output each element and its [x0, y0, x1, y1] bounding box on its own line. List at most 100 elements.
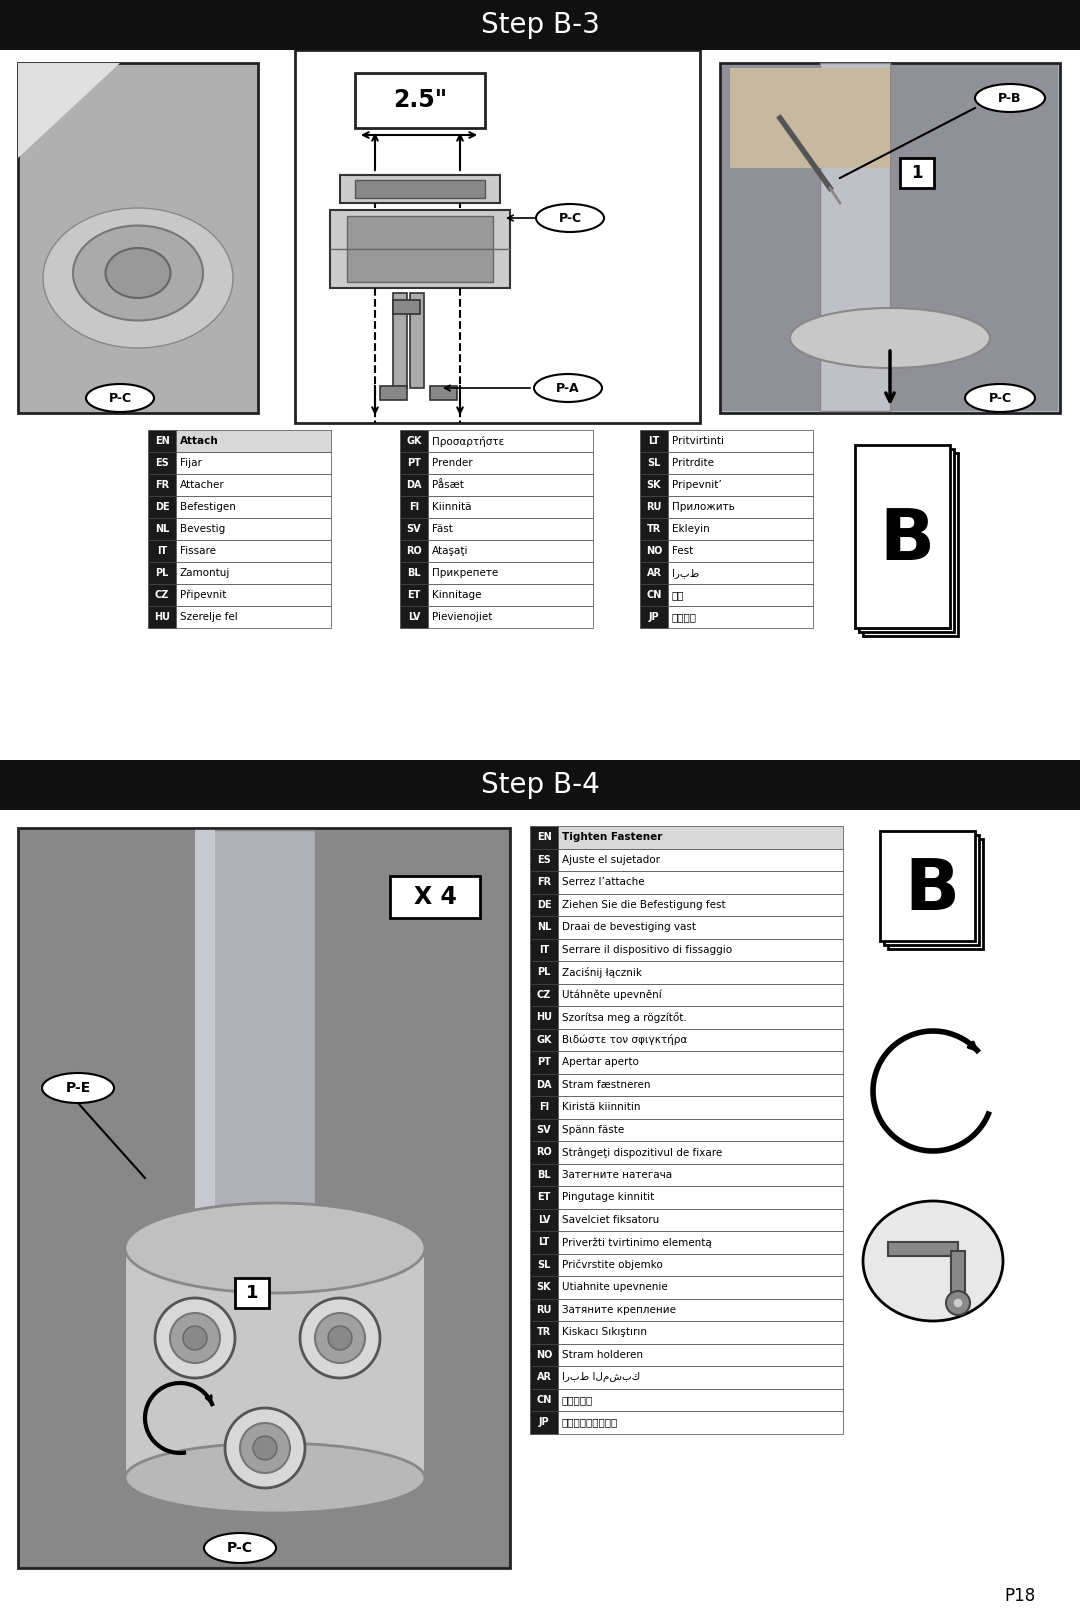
Bar: [530, 984, 558, 1006]
Bar: [400, 474, 428, 497]
Text: 取り付け: 取り付け: [672, 612, 697, 621]
Polygon shape: [18, 63, 120, 159]
Ellipse shape: [86, 383, 154, 413]
Text: CZ: CZ: [537, 990, 551, 1000]
Bar: [640, 518, 669, 540]
Ellipse shape: [975, 84, 1045, 112]
Bar: [148, 518, 176, 540]
Bar: [148, 540, 176, 561]
Text: FI: FI: [409, 502, 419, 511]
Bar: [720, 63, 1059, 413]
Text: 2.5": 2.5": [393, 87, 447, 112]
Bar: [558, 1029, 843, 1052]
Circle shape: [328, 1327, 352, 1349]
Text: Apertar aperto: Apertar aperto: [562, 1057, 639, 1068]
Bar: [530, 1186, 558, 1209]
Bar: [393, 299, 420, 314]
Circle shape: [240, 1422, 291, 1472]
Text: Kinnitage: Kinnitage: [432, 591, 482, 600]
Text: اربط المشبك: اربط المشبك: [562, 1372, 640, 1382]
Bar: [558, 1052, 843, 1073]
Bar: [530, 1411, 558, 1434]
Text: DE: DE: [537, 900, 551, 909]
Text: Prender: Prender: [432, 458, 473, 468]
Bar: [530, 1118, 558, 1141]
Text: PL: PL: [538, 968, 551, 977]
Bar: [530, 1299, 558, 1320]
Bar: [730, 68, 890, 168]
Bar: [558, 1411, 843, 1434]
Text: Pripevnit’: Pripevnit’: [672, 481, 721, 490]
Text: AR: AR: [647, 568, 661, 578]
Bar: [530, 1343, 558, 1366]
Text: Utiahnite upevnenie: Utiahnite upevnenie: [562, 1281, 667, 1293]
Text: Приложить: Приложить: [672, 502, 734, 511]
Bar: [400, 561, 428, 584]
Text: Затяните крепление: Затяните крепление: [562, 1304, 676, 1315]
Bar: [640, 561, 669, 584]
Text: ES: ES: [156, 458, 168, 468]
Ellipse shape: [43, 209, 233, 348]
Bar: [558, 827, 843, 848]
Text: RO: RO: [536, 1147, 552, 1157]
Bar: [669, 607, 813, 628]
Bar: [21, 830, 508, 1566]
Bar: [0, 811, 1080, 1618]
Text: X 4: X 4: [414, 885, 457, 909]
Circle shape: [156, 1298, 235, 1379]
Text: IT: IT: [157, 545, 167, 557]
Bar: [330, 210, 510, 288]
Bar: [855, 445, 950, 628]
Bar: [669, 497, 813, 518]
Bar: [176, 561, 330, 584]
Text: اربط: اربط: [672, 568, 699, 578]
Text: FI: FI: [539, 1102, 549, 1112]
Bar: [669, 561, 813, 584]
Bar: [430, 387, 457, 400]
Bar: [640, 540, 669, 561]
Bar: [530, 893, 558, 916]
Circle shape: [170, 1312, 220, 1362]
Bar: [723, 65, 1058, 411]
Text: SK: SK: [537, 1281, 551, 1293]
Text: Spänn fäste: Spänn fäste: [562, 1125, 624, 1134]
Bar: [558, 1366, 843, 1388]
Text: FR: FR: [537, 877, 551, 887]
Text: Pingutage kinnitit: Pingutage kinnitit: [562, 1192, 654, 1202]
Text: P-C: P-C: [108, 392, 132, 404]
Bar: [530, 1366, 558, 1388]
Text: EN: EN: [537, 832, 552, 843]
Bar: [340, 175, 500, 202]
Bar: [400, 584, 428, 607]
Bar: [558, 1118, 843, 1141]
Bar: [558, 1163, 843, 1186]
Text: Затегните натегача: Затегните натегача: [562, 1170, 672, 1180]
Text: B: B: [904, 856, 959, 924]
Bar: [176, 474, 330, 497]
Bar: [148, 584, 176, 607]
Text: Fest: Fest: [672, 545, 693, 557]
Text: DA: DA: [406, 481, 422, 490]
Ellipse shape: [125, 1443, 426, 1513]
Text: 1: 1: [246, 1285, 258, 1302]
Ellipse shape: [536, 204, 604, 231]
Bar: [530, 1073, 558, 1095]
Bar: [530, 827, 558, 848]
Text: P-C: P-C: [558, 212, 581, 225]
Bar: [530, 1163, 558, 1186]
Text: Kiinnitä: Kiinnitä: [432, 502, 472, 511]
Bar: [863, 453, 958, 636]
Ellipse shape: [204, 1532, 276, 1563]
Text: Påsæt: Påsæt: [432, 481, 464, 490]
Bar: [530, 848, 558, 870]
Bar: [558, 1320, 843, 1343]
Bar: [530, 938, 558, 961]
Bar: [558, 961, 843, 984]
Text: Szerelje fel: Szerelje fel: [180, 612, 238, 621]
Text: Tighten Fastener: Tighten Fastener: [562, 832, 662, 843]
Bar: [558, 1299, 843, 1320]
Bar: [900, 159, 934, 188]
Bar: [400, 451, 428, 474]
Bar: [125, 1246, 426, 1477]
Bar: [530, 1141, 558, 1163]
